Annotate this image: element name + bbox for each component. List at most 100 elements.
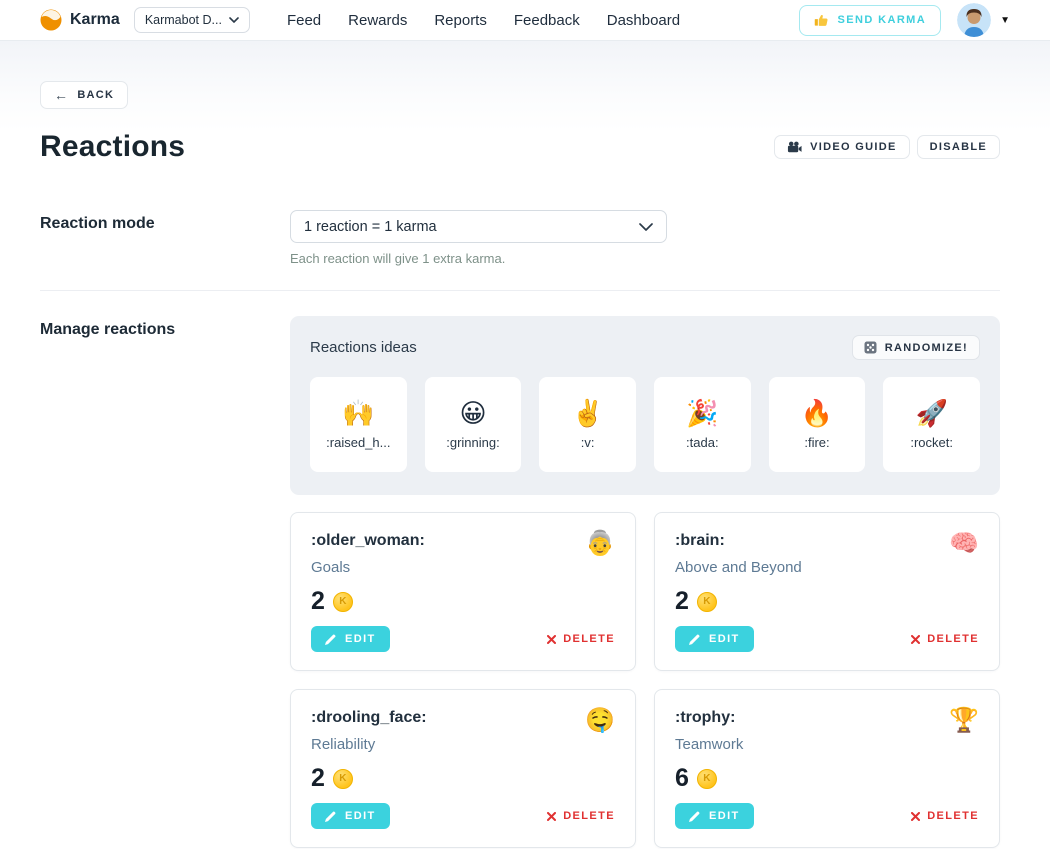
edit-button[interactable]: EDIT xyxy=(675,803,754,829)
reaction-cards-grid: :older_woman: 👵 Goals 2 K EDIT xyxy=(290,512,1000,848)
x-icon xyxy=(547,634,557,644)
reaction-card-brain: :brain: 🧠 Above and Beyond 2 K EDIT xyxy=(654,512,1000,671)
idea-tile-grinning[interactable]: 😀 :grinning: xyxy=(424,377,522,472)
victory-hand-emoji-icon: ✌️ xyxy=(571,397,604,428)
edit-label: EDIT xyxy=(709,633,740,645)
x-icon xyxy=(911,634,921,644)
rocket-emoji-icon: 🚀 xyxy=(915,397,948,428)
workspace-name: Karmabot D... xyxy=(144,13,222,27)
send-karma-button[interactable]: SEND KARMA xyxy=(798,4,942,36)
top-navbar: Karma Karmabot D... Feed Rewards Reports… xyxy=(0,0,1050,41)
delete-label: DELETE xyxy=(927,810,979,822)
delete-button[interactable]: DELETE xyxy=(911,810,979,822)
drooling-face-emoji-icon: 🤤 xyxy=(585,707,615,734)
brain-emoji-icon: 🧠 xyxy=(949,530,979,557)
karma-coin-icon: K xyxy=(696,591,717,612)
edit-label: EDIT xyxy=(345,810,376,822)
nav-item-feed[interactable]: Feed xyxy=(286,11,322,29)
delete-label: DELETE xyxy=(563,810,615,822)
karma-value: 2 xyxy=(311,587,325,615)
karma-value: 2 xyxy=(675,587,689,615)
idea-code: :v: xyxy=(580,434,595,450)
pencil-icon xyxy=(325,634,336,645)
pencil-icon xyxy=(689,634,700,645)
reaction-name: Reliability xyxy=(311,736,376,753)
reactions-ideas-panel: Reactions ideas RANDOMIZE! 🙌 xyxy=(290,316,1000,495)
reactions-settings-page: ← BACK Reactions VIDEO GUIDE DISABLE Rea… xyxy=(0,41,1050,849)
karma-value: 6 xyxy=(675,764,689,792)
brand-name: Karma xyxy=(70,11,120,28)
brand[interactable]: Karma xyxy=(40,9,120,31)
idea-tile-fire[interactable]: 🔥 :fire: xyxy=(768,377,866,472)
back-button-label: BACK xyxy=(77,89,115,101)
nav-item-reports[interactable]: Reports xyxy=(434,11,487,29)
video-camera-icon xyxy=(788,141,802,153)
pencil-icon xyxy=(325,811,336,822)
idea-code: :raised_h... xyxy=(326,434,391,450)
reaction-name: Goals xyxy=(311,559,351,576)
delete-label: DELETE xyxy=(927,633,979,645)
reaction-card-trophy: :trophy: 🏆 Teamwork 6 K EDIT xyxy=(654,689,1000,848)
reaction-mode-help-text: Each reaction will give 1 extra karma. xyxy=(290,251,506,266)
main-nav: Feed Rewards Reports Feedback Dashboard xyxy=(287,12,680,29)
nav-item-feedback[interactable]: Feedback xyxy=(513,11,580,29)
manage-reactions-section: Manage reactions Reactions ideas RANDOMI… xyxy=(40,316,1000,848)
idea-code: :tada: xyxy=(686,434,719,450)
reaction-card-drooling-face: :drooling_face: 🤤 Reliability 2 K EDIT xyxy=(290,689,636,848)
idea-tile-tada[interactable]: 🎉 :tada: xyxy=(653,377,751,472)
thumbs-up-icon xyxy=(814,14,828,26)
reaction-code: :trophy: xyxy=(675,709,736,726)
send-karma-label: SEND KARMA xyxy=(837,14,927,26)
edit-button[interactable]: EDIT xyxy=(311,626,390,652)
reaction-ideas-grid: 🙌 :raised_h... 😀 :grinning: ✌️ :v: 🎉 :ta… xyxy=(310,377,980,472)
reaction-mode-select[interactable]: 1 reaction = 1 karma xyxy=(290,210,667,243)
disable-button[interactable]: DISABLE xyxy=(916,135,1000,159)
idea-code: :grinning: xyxy=(446,434,500,450)
delete-button[interactable]: DELETE xyxy=(911,633,979,645)
idea-code: :rocket: xyxy=(910,434,953,450)
nav-item-dashboard[interactable]: Dashboard xyxy=(606,11,681,29)
karma-coin-icon: K xyxy=(696,768,717,789)
nav-item-rewards[interactable]: Rewards xyxy=(348,11,408,29)
idea-code: :fire: xyxy=(804,434,830,450)
reactions-ideas-title: Reactions ideas xyxy=(310,339,417,356)
fire-emoji-icon: 🔥 xyxy=(800,397,834,428)
pencil-icon xyxy=(689,811,700,822)
reaction-mode-label: Reaction mode xyxy=(40,215,155,232)
reaction-name: Teamwork xyxy=(675,736,744,753)
party-popper-emoji-icon: 🎉 xyxy=(686,397,719,428)
karma-logo-icon xyxy=(40,9,62,31)
edit-button[interactable]: EDIT xyxy=(675,626,754,652)
back-button[interactable]: ← BACK xyxy=(40,81,129,109)
idea-tile-v[interactable]: ✌️ :v: xyxy=(539,377,636,472)
reaction-name: Above and Beyond xyxy=(675,559,802,576)
account-menu-caret-icon[interactable]: ▼ xyxy=(1000,14,1010,26)
raised-hands-emoji-icon: 🙌 xyxy=(342,397,375,428)
reaction-card-older-woman: :older_woman: 👵 Goals 2 K EDIT xyxy=(290,512,636,671)
chevron-down-icon xyxy=(639,222,653,231)
chevron-down-icon xyxy=(229,17,239,23)
randomize-button[interactable]: RANDOMIZE! xyxy=(851,335,980,360)
delete-button[interactable]: DELETE xyxy=(547,633,615,645)
grinning-emoji-icon: 😀 xyxy=(459,397,487,428)
idea-tile-raised-hands[interactable]: 🙌 :raised_h... xyxy=(310,377,407,472)
trophy-emoji-icon: 🏆 xyxy=(949,707,979,734)
page-title: Reactions xyxy=(40,130,186,163)
karma-coin-icon: K xyxy=(332,768,353,789)
edit-button[interactable]: EDIT xyxy=(311,803,390,829)
die-icon xyxy=(864,341,877,354)
edit-label: EDIT xyxy=(345,633,376,645)
idea-tile-rocket[interactable]: 🚀 :rocket: xyxy=(883,377,980,472)
user-avatar[interactable] xyxy=(957,3,992,37)
video-guide-button[interactable]: VIDEO GUIDE xyxy=(774,135,910,159)
karma-coin-icon: K xyxy=(332,591,353,612)
randomize-label: RANDOMIZE! xyxy=(884,341,968,354)
karma-value: 2 xyxy=(311,764,325,792)
x-icon xyxy=(911,811,921,821)
delete-button[interactable]: DELETE xyxy=(547,810,615,822)
reaction-code: :drooling_face: xyxy=(311,709,427,726)
workspace-selector[interactable]: Karmabot D... xyxy=(133,7,250,33)
video-guide-label: VIDEO GUIDE xyxy=(810,141,897,153)
reaction-mode-selected-value: 1 reaction = 1 karma xyxy=(304,218,437,235)
edit-label: EDIT xyxy=(709,810,740,822)
